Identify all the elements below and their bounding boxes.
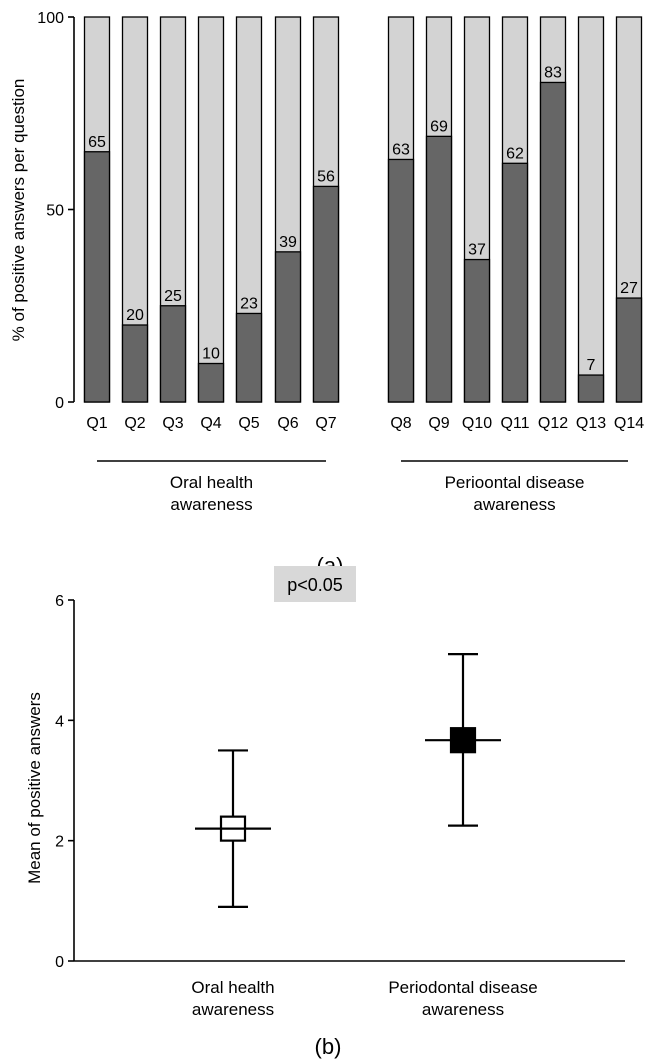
bar-positive-q7 — [312, 185, 340, 403]
data-label-q5: 23 — [240, 295, 258, 312]
bar-positive-q5 — [235, 312, 263, 403]
y-tick-label: 0 — [55, 395, 64, 412]
y-tick-label: 50 — [46, 203, 64, 220]
point-series — [195, 653, 501, 908]
y-axis: 0 2 4 6 — [55, 593, 625, 971]
data-label-q10: 37 — [468, 242, 486, 259]
x-tick-label-q4: Q4 — [200, 415, 221, 432]
group-label: awareness — [170, 495, 252, 514]
data-label-q2: 20 — [126, 307, 144, 324]
data-label-q14: 27 — [620, 280, 638, 297]
bar-positive-q12 — [539, 81, 567, 403]
x-category-label: Oral health — [191, 978, 274, 997]
x-tick-label-q11: Q11 — [500, 415, 529, 432]
x-tick-label-q7: Q7 — [315, 415, 336, 432]
y-axis-label: Mean of positive answers — [25, 692, 44, 884]
bar-positive-q14 — [615, 297, 643, 403]
p-value-box — [274, 566, 356, 602]
group-labels: Oral health awareness Perioontal disease aw… — [97, 460, 628, 514]
bar-positive-q2 — [121, 324, 149, 403]
y-axis: 0 50 100 — [37, 10, 75, 412]
x-tick-label-q5: Q5 — [238, 415, 259, 432]
x-tick-label-q2: Q2 — [124, 415, 145, 432]
p-value-annotation: p<0.05 — [287, 575, 343, 595]
data-label-q13: 7 — [587, 357, 596, 374]
data-label-q3: 25 — [164, 288, 182, 305]
data-label-q4: 10 — [202, 346, 220, 363]
data-label-q11: 62 — [506, 145, 524, 162]
bar-positive-q13 — [577, 374, 605, 403]
x-category-label: awareness — [422, 1000, 504, 1019]
error-bar-point — [195, 749, 271, 908]
bar-remaining-q4 — [197, 16, 225, 403]
x-category-label: Periodontal disease — [388, 978, 537, 997]
bar-positive-q6 — [274, 251, 302, 403]
bar-positive-q8 — [387, 158, 415, 403]
bar-series: 65 20 25 10 23 39 56 63 69 37 62 83 7 27 — [83, 16, 643, 403]
x-tick-label-q3: Q3 — [162, 415, 183, 432]
bar-positive-q1 — [83, 151, 111, 403]
group-label: awareness — [473, 495, 555, 514]
bar-positive-q3 — [159, 305, 187, 403]
group-label: Perioontal disease — [445, 473, 585, 492]
bar-positive-q10 — [463, 258, 491, 403]
y-tick-label: 6 — [55, 593, 64, 610]
error-bar-point — [425, 653, 501, 827]
x-tick-label-q8: Q8 — [390, 415, 411, 432]
data-label-q7: 56 — [317, 168, 335, 185]
y-tick-label: 4 — [55, 713, 64, 730]
x-category-labels: Oral health awareness Periodontal disease a… — [191, 978, 537, 1019]
bar-positive-q11 — [501, 162, 529, 403]
x-tick-label-q10: Q10 — [462, 415, 492, 432]
bar-remaining-q13 — [577, 16, 605, 403]
x-tick-label-q12: Q12 — [538, 415, 568, 432]
data-label-q9: 69 — [430, 118, 448, 135]
x-tick-label-q14: Q14 — [614, 415, 644, 432]
group-label: Oral health — [170, 473, 253, 492]
bar-positive-q9 — [425, 135, 453, 403]
y-tick-label: 0 — [55, 954, 64, 971]
error-bar-chart-panel: p<0.05 0 2 4 6 Oral health awareness Periodon… — [25, 566, 625, 1059]
panel-label-b: (b) — [315, 1034, 342, 1059]
x-tick-label-q9: Q9 — [428, 415, 449, 432]
y-tick-label: 100 — [37, 10, 64, 27]
x-tick-labels: Q1 Q2 Q3 Q4 Q5 Q6 Q7 Q8 Q9 Q10 Q11 Q12 Q13 Q14 — [86, 415, 644, 432]
x-tick-label-q13: Q13 — [576, 415, 606, 432]
x-tick-label-q6: Q6 — [277, 415, 298, 432]
bar-positive-q4 — [197, 362, 225, 403]
y-tick-label: 2 — [55, 834, 64, 851]
x-category-label: awareness — [192, 1000, 274, 1019]
x-tick-label-q1: Q1 — [86, 415, 107, 432]
data-label-q12: 83 — [544, 64, 562, 81]
data-label-q8: 63 — [392, 141, 410, 158]
data-label-q1: 65 — [88, 134, 106, 151]
data-label-q6: 39 — [279, 234, 297, 251]
y-axis-label: % of positive answers per question — [9, 79, 28, 342]
